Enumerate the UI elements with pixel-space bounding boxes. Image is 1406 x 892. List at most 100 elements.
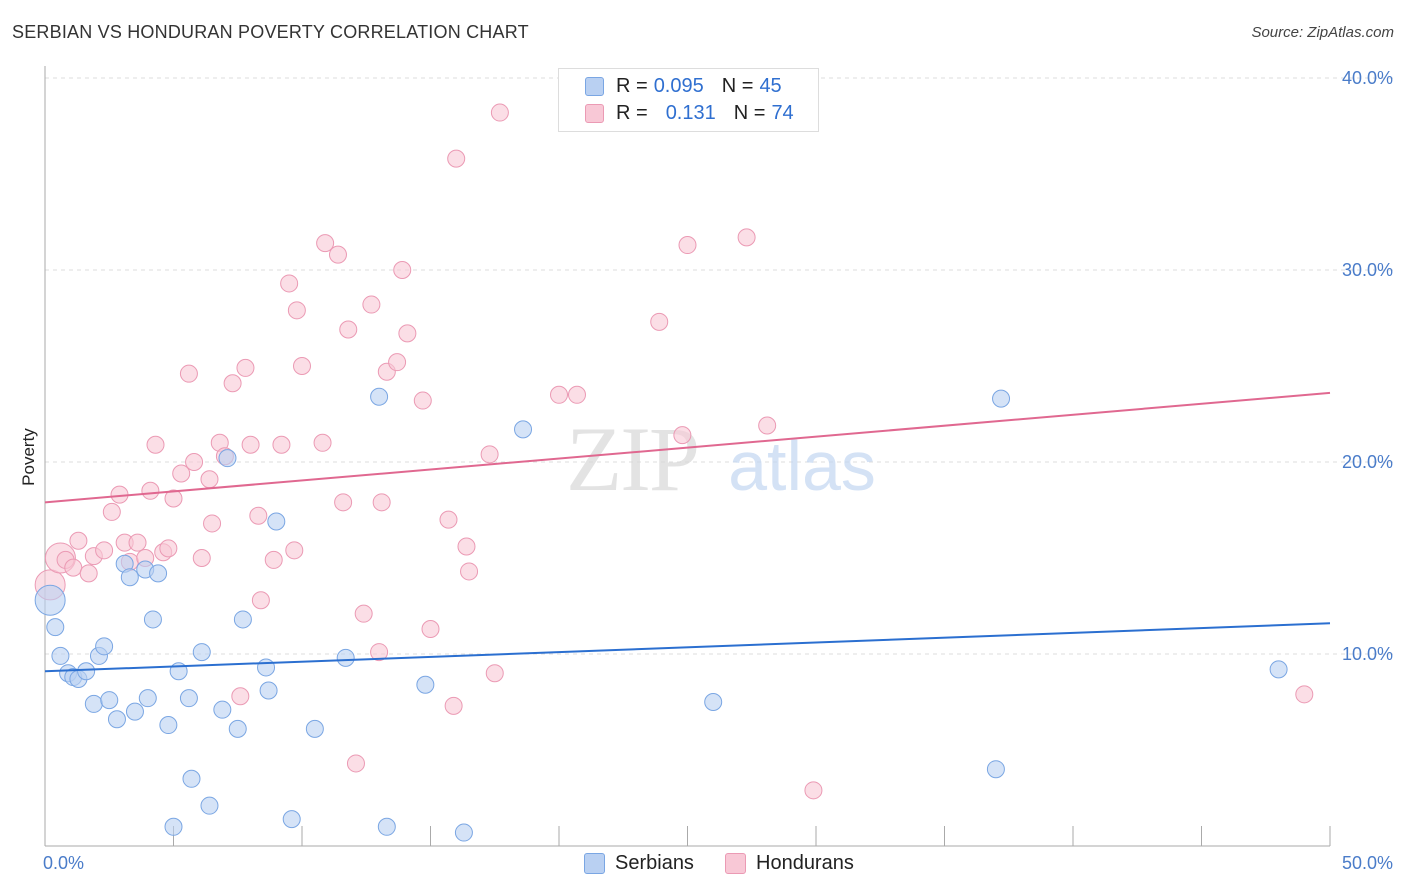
honduran-point [293, 357, 311, 375]
legend-row-serbians: R = 0.095 N = 45 [585, 74, 782, 98]
honduran-point [388, 353, 407, 372]
legend-n-label: N = [721, 74, 754, 97]
serbian-point [454, 823, 473, 842]
honduran-point [164, 489, 183, 508]
serbian-point [164, 817, 183, 836]
serbian-point [416, 675, 435, 694]
honduran-point [179, 364, 198, 383]
honduran-point [249, 506, 268, 525]
honduran-point [128, 533, 147, 552]
honduran-point [447, 149, 466, 168]
honduran-point [159, 539, 178, 558]
honduran-point [421, 620, 440, 639]
x-tick-labels: 0.0% 50.0% [43, 853, 1393, 873]
serbian-point [986, 760, 1005, 779]
serbians-points [34, 387, 1288, 842]
honduran-point [490, 103, 509, 122]
source-note: Source: ZipAtlas.com [1251, 24, 1394, 41]
serbian-point [257, 658, 276, 677]
serbian-point [138, 689, 157, 708]
serbian-point [84, 694, 103, 713]
serbian-point [51, 646, 70, 665]
honduran-point [316, 234, 335, 253]
honduran-point [231, 687, 250, 706]
serbian-point [192, 643, 211, 662]
honduran-point [200, 470, 219, 489]
serbian-point [259, 681, 278, 700]
hondurans-trendline [44, 391, 1331, 504]
honduran-point [95, 541, 114, 560]
chart-title: SERBIAN VS HONDURAN POVERTY CORRELATION … [12, 22, 529, 42]
honduran-point [354, 604, 373, 623]
honduran-point [64, 558, 83, 577]
honduran-point [328, 245, 347, 264]
honduran-point [185, 453, 204, 471]
serbian-point [34, 584, 66, 616]
serbian-point [336, 648, 355, 667]
serbians-trendline [44, 622, 1331, 673]
honduran-point [339, 320, 358, 339]
honduran-point [285, 541, 304, 560]
serbians-r-value: 0.095 [653, 74, 704, 97]
honduran-point [678, 236, 697, 255]
honduran-point [413, 391, 432, 410]
legend-item-serbians[interactable]: Serbians [584, 852, 694, 875]
watermark-atlas: atlas [728, 427, 876, 505]
serbians-legend-swatch [584, 853, 605, 874]
serbian-point [143, 610, 162, 629]
serbian-point [107, 710, 126, 729]
honduran-point [460, 562, 479, 581]
serbians-swatch [585, 76, 604, 96]
serbian-point [213, 700, 232, 719]
y-tick-label: 10.0% [1342, 644, 1393, 664]
hondurans-legend-label: Hondurans [756, 852, 854, 874]
legend-row-hondurans: R = 0.131 N = 74 [585, 101, 794, 125]
serbian-point [46, 618, 65, 637]
honduran-point [223, 374, 242, 393]
honduran-point [457, 537, 476, 556]
serbian-point [182, 769, 201, 788]
serbian-point [1269, 660, 1288, 679]
serbian-point [100, 691, 119, 710]
serbian-point [149, 564, 168, 583]
serbian-point [200, 796, 219, 815]
serbian-point [179, 689, 198, 708]
serbian-point [233, 610, 252, 629]
honduran-point [203, 514, 222, 533]
legend-item-hondurans[interactable]: Hondurans [725, 852, 854, 875]
x-tick-label: 50.0% [1342, 853, 1393, 873]
honduran-point [172, 464, 191, 483]
honduran-point [372, 493, 391, 512]
honduran-point [141, 481, 160, 500]
y-tick-label: 30.0% [1342, 260, 1393, 280]
serbians-n-value: 45 [759, 74, 782, 97]
trendlines [44, 391, 1331, 673]
honduran-point [398, 324, 417, 343]
serbian-point [514, 420, 533, 439]
serbian-point [370, 387, 389, 406]
honduran-point [313, 433, 332, 452]
legend-r-label: R = [616, 74, 648, 97]
correlation-legend: R = 0.095 N = 45 R = 0.131 N = 74 [558, 68, 819, 132]
honduran-point [673, 426, 692, 445]
serbian-point [305, 719, 324, 738]
honduran-point [370, 643, 389, 662]
hondurans-legend-swatch [725, 853, 746, 874]
serbian-point [267, 512, 286, 531]
serbian-point [120, 568, 139, 587]
honduran-point [280, 274, 299, 293]
honduran-point [737, 228, 756, 247]
honduran-point [485, 664, 504, 683]
honduran-point [393, 261, 412, 279]
honduran-point [804, 781, 823, 800]
series-legend: Serbians Hondurans [0, 852, 1406, 878]
honduran-point [241, 435, 260, 454]
honduran-point [102, 502, 121, 521]
honduran-point [444, 696, 463, 715]
honduran-point [362, 295, 381, 314]
honduran-point [480, 445, 499, 464]
serbian-point [377, 817, 396, 836]
serbian-point [159, 716, 178, 735]
honduran-point [287, 301, 306, 320]
